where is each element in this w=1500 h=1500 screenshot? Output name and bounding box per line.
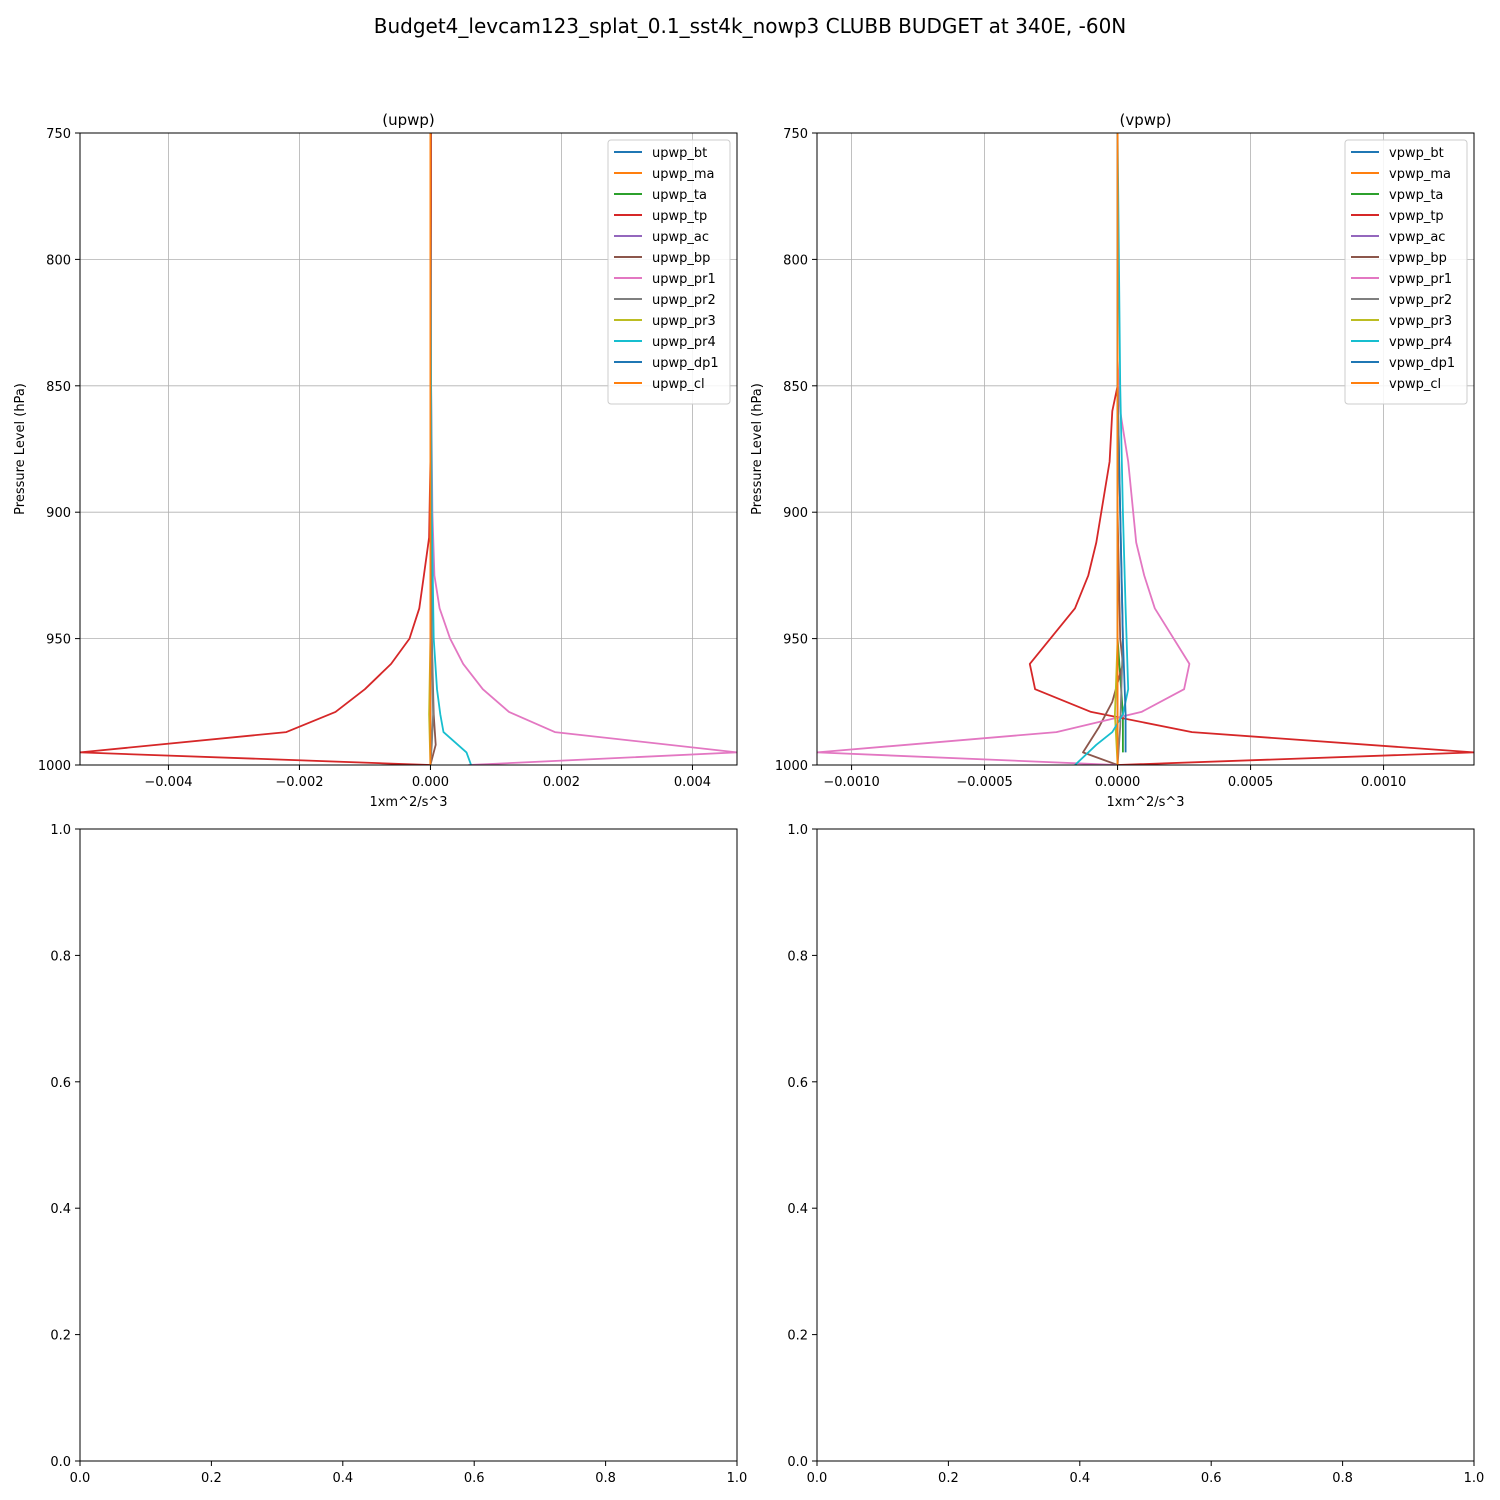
y-tick-label: 800 [46,253,71,268]
legend: upwp_bt upwp_ma upwp_ta upwp_tp upwp_ac upwp_… [607,139,731,405]
legend-entry: vpwp_ma [1389,167,1451,182]
chart-title: (upwp) [382,111,435,129]
legend-entry: vpwp_pr4 [1389,335,1452,350]
chart-panel-3: 0.0 0.2 0.4 0.6 0.8 1.0 0.0 0.2 0.4 0.6 0.8 1.0 [50,823,747,1486]
x-tick-label: 0.2 [201,1471,222,1486]
x-tick-label: 0.8 [1332,1471,1353,1486]
y-tick-label: 0.8 [50,949,71,964]
y-tick-label: 0.4 [787,1202,808,1217]
y-tick-label: 0.8 [787,949,808,964]
x-tick-label: 0.000 [412,775,449,790]
legend-entry: upwp_ta [652,188,707,203]
legend-box [1344,139,1468,405]
series-line-vpwp_pr4 [1074,133,1130,765]
legend-entry: vpwp_pr2 [1389,293,1452,308]
legend-entry: upwp_cl [652,377,705,392]
series-line-upwp_pr4 [429,133,472,765]
legend-entry: upwp_ma [652,167,715,182]
axes-frame [79,828,738,1462]
chart-panel-1: −0.004 −0.002 0.000 0.002 0.004 750 800 850 900 9… [13,111,738,810]
series-group [80,133,737,765]
y-tick-label: 800 [783,253,808,268]
legend-entry: vpwp_tp [1389,209,1444,224]
series-line-vpwp_tp [1028,133,1474,765]
axes-frame [79,132,738,766]
legend-entry: vpwp_ac [1389,230,1445,245]
legend-entry: vpwp_bt [1389,146,1444,161]
x-tick-label: 0.6 [464,1471,485,1486]
x-tick-label: 0.0010 [1361,775,1407,790]
x-tick-label: 0.4 [1069,1471,1090,1486]
x-tick-label: −0.0010 [823,775,879,790]
legend-entry: upwp_pr1 [652,272,716,287]
x-tick-label: 0.8 [595,1471,616,1486]
y-tick-label: 900 [783,506,808,521]
x-axis-label: 1xm^2/s^3 [369,795,447,810]
x-tick-label: −0.004 [144,775,192,790]
legend: vpwp_bt vpwp_ma vpwp_ta vpwp_tp vpwp_ac vpwp_… [1344,139,1468,405]
chart-panel-4: 0.0 0.2 0.4 0.6 0.8 1.0 0.0 0.2 0.4 0.6 0.8 1.0 [787,823,1484,1486]
x-tick-label: 0.6 [1201,1471,1222,1486]
x-tick-label: 0.0 [807,1471,828,1486]
y-tick-label: 0.0 [787,1455,808,1470]
y-tick-label: 1.0 [787,823,808,838]
y-tick-label: 750 [783,127,808,142]
y-tick-label: 950 [46,633,71,648]
legend-entry: vpwp_pr3 [1389,314,1452,329]
y-tick-label: 900 [46,506,71,521]
y-tick-label: 950 [783,633,808,648]
x-tick-label: 0.002 [543,775,580,790]
x-tick-label: 1.0 [727,1471,748,1486]
y-tick-label: 0.4 [50,1202,71,1217]
legend-entry: upwp_bt [652,146,707,161]
series-group [817,133,1474,765]
legend-entry: upwp_bp [652,251,710,266]
y-tick-label: 0.6 [787,1076,808,1091]
legend-entry: upwp_pr4 [652,335,716,350]
y-axis-label: Pressure Level (hPa) [13,383,28,515]
chart-panel-2: −0.0010 −0.0005 0.0000 0.0005 0.0010 750 800 85… [750,111,1475,810]
x-tick-label: 0.004 [674,775,711,790]
x-tick-label: 1.0 [1464,1471,1485,1486]
legend-entry: vpwp_pr1 [1389,272,1452,287]
y-tick-label: 1.0 [50,823,71,838]
figure-title: Budget4_levcam123_splat_0.1_sst4k_nowp3 … [373,14,1127,38]
series-line-upwp_tp [80,133,433,765]
legend-entry: upwp_dp1 [652,356,719,371]
y-tick-label: 750 [46,127,71,142]
x-axis-label: 1xm^2/s^3 [1106,795,1184,810]
chart-title: (vpwp) [1120,111,1172,129]
y-tick-label: 1000 [775,759,808,774]
x-tick-label: 0.2 [938,1471,959,1486]
x-tick-label: 0.0 [70,1471,91,1486]
y-tick-label: 850 [783,380,808,395]
x-tick-label: 0.0000 [1095,775,1141,790]
y-tick-label: 0.2 [50,1329,71,1344]
legend-entry: vpwp_ta [1389,188,1443,203]
legend-entry: vpwp_bp [1389,251,1447,266]
axes-frame [816,132,1475,766]
legend-entry: upwp_pr3 [652,314,716,329]
legend-entry: vpwp_dp1 [1389,356,1455,371]
legend-entry: upwp_tp [652,209,707,224]
x-tick-label: −0.0005 [956,775,1012,790]
axes-frame [816,828,1475,1462]
series-line-vpwp_pr1 [817,133,1191,765]
legend-entry: upwp_ac [652,230,709,245]
legend-entry: upwp_pr2 [652,293,716,308]
x-tick-label: −0.002 [275,775,323,790]
y-tick-label: 850 [46,380,71,395]
x-tick-label: 0.0005 [1228,775,1274,790]
x-tick-label: 0.4 [332,1471,353,1486]
y-tick-label: 0.2 [787,1329,808,1344]
y-axis-label: Pressure Level (hPa) [750,383,765,515]
y-tick-label: 0.0 [50,1455,71,1470]
y-tick-label: 0.6 [50,1076,71,1091]
y-tick-label: 1000 [38,759,71,774]
legend-entry: vpwp_cl [1389,377,1441,392]
legend-box [607,139,731,405]
